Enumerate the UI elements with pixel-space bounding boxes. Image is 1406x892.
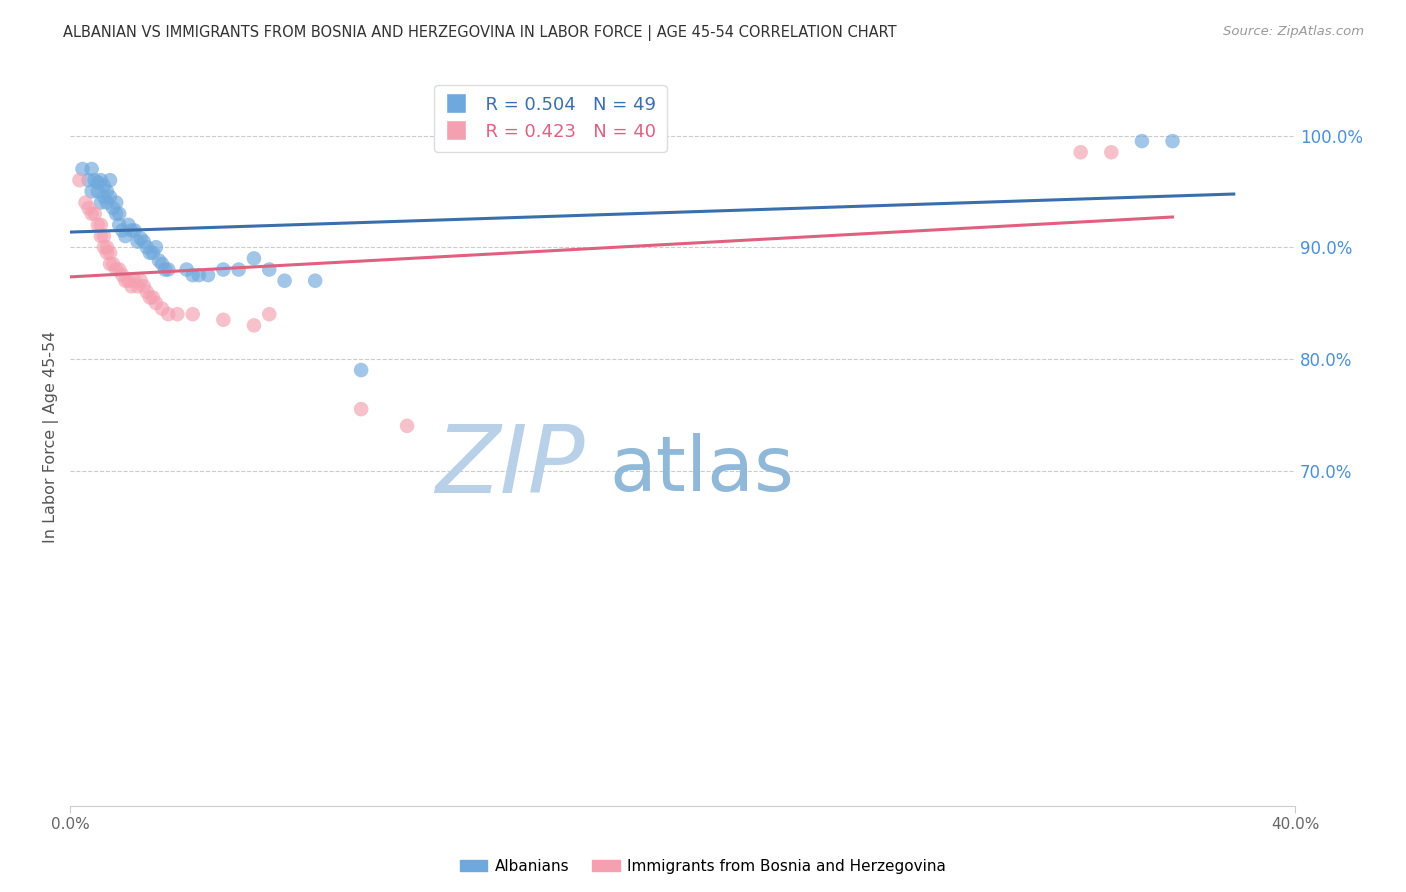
Point: [93, 229, 115, 244]
Point: [259, 307, 281, 321]
Point: [114, 274, 136, 288]
Point: [90, 218, 112, 232]
Point: [87, 176, 110, 190]
Point: [139, 245, 162, 260]
Point: [105, 262, 128, 277]
Point: [187, 268, 209, 282]
Point: [77, 173, 100, 187]
Point: [153, 262, 176, 277]
Point: [72, 161, 94, 176]
Point: [396, 418, 419, 433]
Point: [101, 201, 124, 215]
Point: [96, 245, 118, 260]
Point: [350, 363, 373, 377]
Point: [350, 402, 373, 417]
Point: [129, 231, 152, 245]
Text: ZIP: ZIP: [434, 421, 585, 512]
Text: Source: ZipAtlas.com: Source: ZipAtlas.com: [1223, 25, 1364, 38]
Point: [80, 207, 103, 221]
Point: [212, 262, 235, 277]
Point: [139, 290, 162, 304]
Point: [228, 262, 250, 277]
Point: [127, 279, 149, 293]
Point: [121, 223, 143, 237]
Point: [148, 253, 170, 268]
Point: [243, 252, 266, 266]
Point: [105, 207, 128, 221]
Point: [1161, 134, 1184, 148]
Point: [176, 262, 198, 277]
Point: [124, 274, 146, 288]
Point: [108, 262, 131, 277]
Point: [114, 229, 136, 244]
Point: [67, 173, 90, 187]
Point: [98, 173, 121, 187]
Point: [181, 307, 204, 321]
Point: [87, 185, 110, 199]
Point: [135, 285, 157, 299]
Point: [75, 195, 97, 210]
Legend: Albanians, Immigrants from Bosnia and Herzegovina: Albanians, Immigrants from Bosnia and He…: [454, 853, 952, 880]
Point: [96, 240, 118, 254]
Point: [150, 257, 173, 271]
Point: [142, 290, 165, 304]
Point: [98, 245, 121, 260]
Point: [129, 274, 152, 288]
Point: [273, 274, 295, 288]
Point: [77, 201, 100, 215]
Y-axis label: In Labor Force | Age 45-54: In Labor Force | Age 45-54: [44, 331, 59, 543]
Text: atlas: atlas: [609, 434, 794, 508]
Point: [150, 301, 173, 316]
Point: [98, 257, 121, 271]
Point: [132, 235, 155, 249]
Text: ALBANIAN VS IMMIGRANTS FROM BOSNIA AND HERZEGOVINA IN LABOR FORCE | AGE 45-54 CO: ALBANIAN VS IMMIGRANTS FROM BOSNIA AND H…: [63, 25, 897, 41]
Point: [243, 318, 266, 333]
Point: [197, 268, 219, 282]
Point: [96, 195, 118, 210]
Point: [111, 223, 134, 237]
Point: [96, 185, 118, 199]
Point: [90, 195, 112, 210]
Point: [80, 161, 103, 176]
Point: [135, 240, 157, 254]
Point: [1130, 134, 1153, 148]
Point: [108, 218, 131, 232]
Point: [142, 245, 165, 260]
Point: [101, 257, 124, 271]
Point: [105, 195, 128, 210]
Point: [1070, 145, 1092, 160]
Point: [127, 235, 149, 249]
Point: [87, 218, 110, 232]
Point: [124, 223, 146, 237]
Point: [98, 190, 121, 204]
Point: [83, 207, 105, 221]
Point: [212, 313, 235, 327]
Point: [166, 307, 188, 321]
Point: [93, 240, 115, 254]
Point: [145, 296, 167, 310]
Point: [83, 173, 105, 187]
Point: [80, 185, 103, 199]
Point: [157, 262, 180, 277]
Legend:   R = 0.504   N = 49,   R = 0.423   N = 40: R = 0.504 N = 49, R = 0.423 N = 40: [434, 85, 666, 152]
Point: [117, 218, 139, 232]
Point: [157, 307, 180, 321]
Point: [259, 262, 281, 277]
Point: [304, 274, 326, 288]
Point: [111, 268, 134, 282]
Point: [1099, 145, 1122, 160]
Point: [121, 279, 143, 293]
Point: [117, 274, 139, 288]
Point: [93, 190, 115, 204]
Point: [145, 240, 167, 254]
Point: [90, 229, 112, 244]
Point: [132, 279, 155, 293]
Point: [181, 268, 204, 282]
Point: [108, 207, 131, 221]
Point: [93, 178, 115, 193]
Point: [90, 173, 112, 187]
